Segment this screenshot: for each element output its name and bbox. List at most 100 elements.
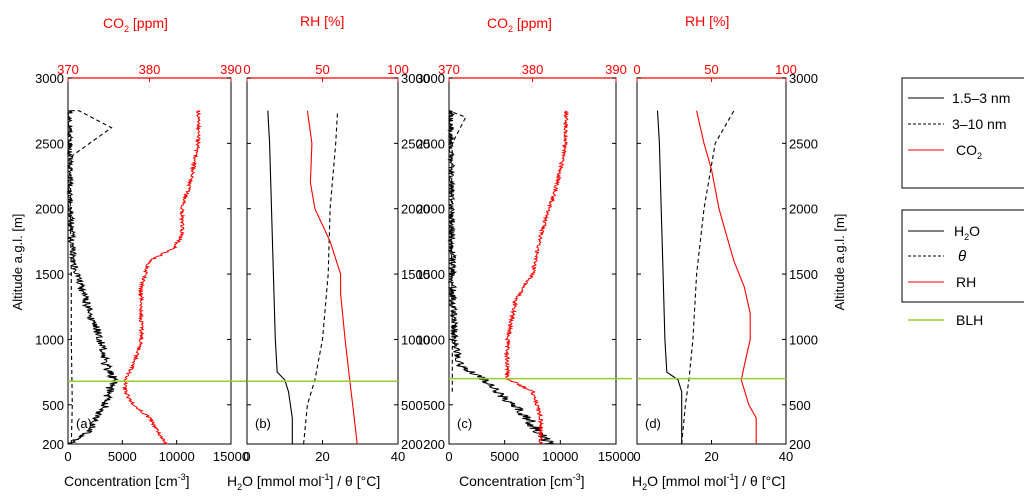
y-tick-label-right: 1000 bbox=[789, 332, 818, 347]
y-tick-label-right: 2500 bbox=[401, 136, 430, 151]
y-tick-label: 500 bbox=[423, 398, 445, 413]
panel-b: 200 500 1000 1500 2000 2500 3000 0 20 40 0 50 100 (b) bbox=[243, 62, 430, 464]
series-- bbox=[681, 110, 735, 445]
y-tick-label-right: 3000 bbox=[789, 71, 818, 86]
y-tick-label-right: 1500 bbox=[401, 267, 430, 282]
plot-frame bbox=[448, 77, 617, 445]
x-tick-label: 0 bbox=[633, 449, 640, 464]
rh-top-title-d: RH [%] bbox=[685, 13, 729, 29]
y-tick-label-right: 1500 bbox=[789, 267, 818, 282]
legend-label-3-10nm: 3–10 nm bbox=[952, 116, 1006, 132]
x-tick-label: 0 bbox=[445, 449, 452, 464]
y-tick-label-right: 2500 bbox=[789, 136, 818, 151]
panel-label: (b) bbox=[255, 416, 271, 431]
legend-label-rh: RH bbox=[956, 274, 976, 290]
x-tick-label: 0 bbox=[243, 449, 250, 464]
x-tick-label-top: 370 bbox=[438, 62, 460, 77]
co2-top-title-a: CO2 [ppm] bbox=[103, 15, 168, 34]
h2o-axis-title-d: H2O [mmol mol-1] / θ [°C] bbox=[632, 472, 785, 492]
y-tick-label: 3000 bbox=[416, 71, 445, 86]
y-tick-label-right: 200 bbox=[789, 437, 811, 452]
y-tick-label: 1000 bbox=[35, 332, 64, 347]
series-co2 bbox=[121, 110, 202, 445]
concentration-axis-title-a: Concentration [cm-3] bbox=[64, 472, 190, 489]
x-tick-label: 20 bbox=[315, 449, 329, 464]
legend-blh: BLH bbox=[908, 312, 983, 328]
y-tick-label-right: 200 bbox=[401, 437, 423, 452]
x-tick-label-top: 50 bbox=[315, 62, 329, 77]
legend-particles-box bbox=[901, 77, 1024, 189]
y-tick-label: 2000 bbox=[35, 202, 64, 217]
panel-d: 200 500 1000 1500 2000 2500 3000 0 20 40 0 50 100 (d) bbox=[633, 62, 818, 464]
x-tick-label-top: 390 bbox=[605, 62, 627, 77]
x-tick-label-top: 370 bbox=[57, 62, 79, 77]
series-1-5-3-nm bbox=[447, 110, 554, 445]
y-tick-label-right: 500 bbox=[401, 398, 423, 413]
x-tick-label: 40 bbox=[779, 449, 793, 464]
x-tick-label-top: 100 bbox=[387, 62, 409, 77]
y-tick-label-right: 3000 bbox=[401, 71, 430, 86]
x-tick-label: 10000 bbox=[542, 449, 578, 464]
series-rh bbox=[696, 110, 757, 444]
y-tick-label-right: 1000 bbox=[401, 332, 430, 347]
x-tick-label-top: 50 bbox=[704, 62, 718, 77]
x-tick-label: 15000 bbox=[213, 449, 249, 464]
altitude-axis-title-left: Altitude a.g.l. [m] bbox=[10, 214, 25, 311]
y-tick-label: 200 bbox=[423, 437, 445, 452]
h2o-axis-title-b: H2O [mmol mol-1] / θ [°C] bbox=[227, 472, 380, 492]
y-tick-label: 2500 bbox=[416, 136, 445, 151]
panel-label: (d) bbox=[645, 416, 661, 431]
x-tick-label: 10000 bbox=[159, 449, 195, 464]
x-tick-label-top: 100 bbox=[775, 62, 797, 77]
series-rh bbox=[306, 110, 358, 445]
legend-meteo: H2O θ RH bbox=[901, 209, 1024, 303]
x-tick-label: 0 bbox=[64, 449, 71, 464]
y-tick-label-right: 2000 bbox=[789, 202, 818, 217]
y-tick-label: 1000 bbox=[416, 332, 445, 347]
y-tick-label: 1500 bbox=[35, 267, 64, 282]
legend-label-blh: BLH bbox=[956, 312, 983, 328]
legend-meteo-box bbox=[901, 209, 1024, 303]
plot-frame bbox=[246, 77, 399, 445]
plot-frame bbox=[636, 77, 787, 445]
x-tick-label-top: 380 bbox=[522, 62, 544, 77]
series-1-5-3-nm bbox=[66, 110, 120, 445]
legend-label-co2: CO2 bbox=[956, 142, 982, 161]
panel-label: (c) bbox=[457, 416, 472, 431]
x-tick-label-top: 0 bbox=[243, 62, 250, 77]
y-tick-label: 200 bbox=[42, 437, 64, 452]
legend-particles: 1.5–3 nm 3–10 nm CO2 bbox=[901, 77, 1024, 189]
series-3-10-nm bbox=[448, 110, 467, 392]
y-tick-label-right: 500 bbox=[789, 398, 811, 413]
co2-top-title-c: CO2 [ppm] bbox=[487, 15, 552, 34]
x-tick-label-top: 0 bbox=[633, 62, 640, 77]
x-tick-label: 20 bbox=[704, 449, 718, 464]
x-tick-label-top: 390 bbox=[220, 62, 242, 77]
altitude-axis-title-right: Altitude a.g.l. [m] bbox=[832, 214, 847, 311]
panel-c: 200 500 1000 1500 2000 2500 3000 0 5000 10000 1500… bbox=[416, 62, 634, 464]
y-tick-label: 1500 bbox=[416, 267, 445, 282]
series-co2 bbox=[503, 110, 570, 445]
legend-label-h2o: H2O bbox=[954, 223, 980, 242]
x-tick-label: 5000 bbox=[490, 449, 519, 464]
y-tick-label: 3000 bbox=[35, 71, 64, 86]
concentration-axis-title-c: Concentration [cm-3] bbox=[459, 472, 585, 489]
x-tick-label: 5000 bbox=[108, 449, 137, 464]
series-- bbox=[303, 110, 339, 445]
rh-top-title-b: RH [%] bbox=[300, 13, 344, 29]
y-tick-label: 500 bbox=[42, 398, 64, 413]
x-tick-label-top: 380 bbox=[139, 62, 161, 77]
legend-label-1-5-3nm: 1.5–3 nm bbox=[952, 90, 1010, 106]
panel-a: 200 500 1000 1500 2000 2500 3000 0 5000 10000 1500… bbox=[35, 62, 249, 464]
legend-label-theta: θ bbox=[958, 248, 966, 265]
x-tick-label: 40 bbox=[391, 449, 405, 464]
x-tick-label: 15000 bbox=[598, 449, 634, 464]
y-tick-label: 2000 bbox=[416, 202, 445, 217]
series-3-10-nm bbox=[68, 110, 113, 445]
series-h2o bbox=[656, 110, 683, 444]
y-tick-label-right: 2000 bbox=[401, 202, 430, 217]
series-h2o bbox=[267, 110, 293, 444]
y-tick-label: 2500 bbox=[35, 136, 64, 151]
